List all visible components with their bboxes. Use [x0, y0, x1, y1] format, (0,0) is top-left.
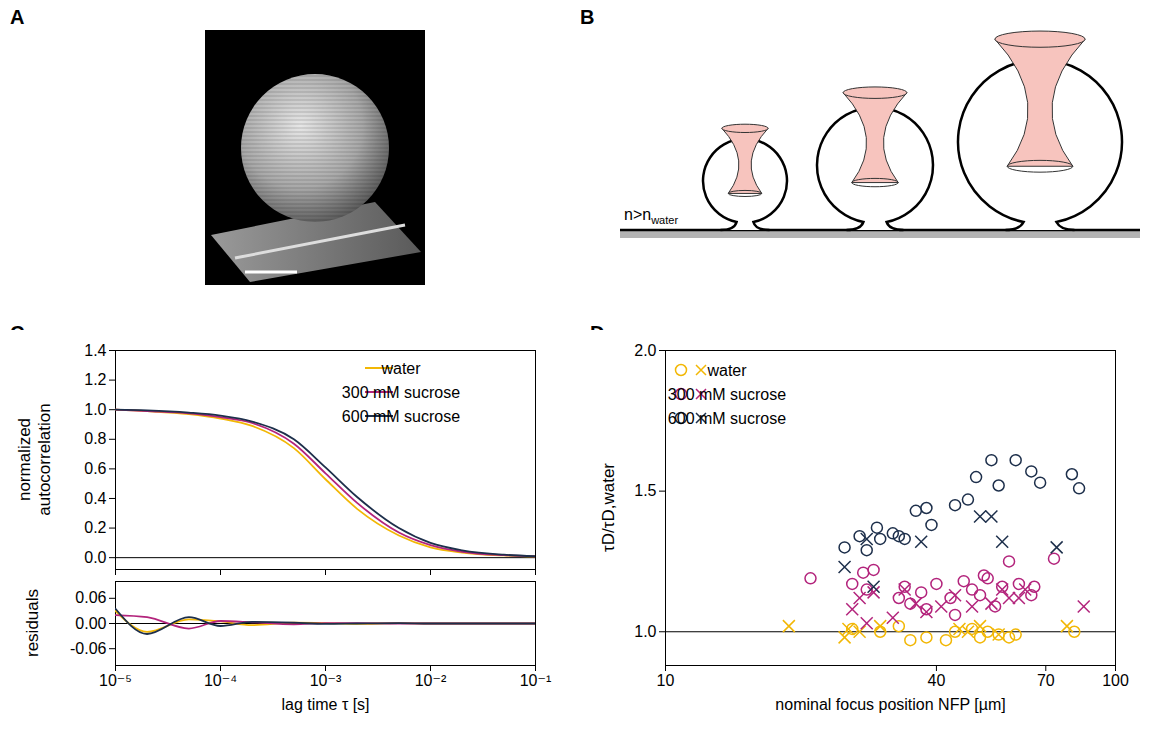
svg-text:0.6: 0.6	[84, 460, 106, 477]
svg-text:300 mM sucrose: 300 mM sucrose	[342, 384, 460, 401]
html-text:D: D	[590, 322, 605, 344]
html-text:A: A	[10, 6, 25, 28]
svg-text:1.4: 1.4	[84, 342, 106, 359]
svg-text:70: 70	[1037, 672, 1055, 689]
svg-text:10⁻³: 10⁻³	[310, 672, 342, 689]
svg-text:600 mM sucrose: 600 mM sucrose	[668, 410, 786, 427]
svg-text:10⁻⁴: 10⁻⁴	[204, 672, 237, 689]
svg-text:600 mM sucrose: 600 mM sucrose	[342, 408, 460, 425]
html-text:B: B	[580, 6, 595, 28]
svg-text:1.0: 1.0	[634, 623, 656, 640]
svg-text:0.2: 0.2	[84, 519, 106, 536]
svg-text:0.4: 0.4	[84, 490, 106, 507]
svg-text:n>nwater: n>nwater	[624, 206, 678, 226]
svg-text:1.5: 1.5	[634, 482, 656, 499]
svg-text:0.06: 0.06	[75, 589, 106, 606]
svg-text:water: water	[706, 362, 747, 379]
svg-text:1.2: 1.2	[84, 371, 106, 388]
svg-text:40: 40	[928, 672, 946, 689]
svg-text:τD/τD,water: τD/τD,water	[599, 463, 618, 552]
svg-text:0.0: 0.0	[84, 549, 106, 566]
svg-text:water: water	[380, 360, 421, 377]
svg-text:10: 10	[657, 672, 675, 689]
svg-text:lag time τ [s]: lag time τ [s]	[281, 696, 369, 713]
svg-text:1.0: 1.0	[84, 401, 106, 418]
svg-text:10⁻⁵: 10⁻⁵	[99, 672, 132, 689]
svg-text:residuals: residuals	[23, 589, 42, 657]
html-text:C: C	[10, 322, 25, 344]
svg-text:0.00: 0.00	[75, 615, 106, 632]
svg-text:autocorrelation: autocorrelation	[35, 403, 54, 515]
svg-text:2.0: 2.0	[634, 342, 656, 359]
svg-text:10⁻²: 10⁻²	[415, 672, 447, 689]
svg-text:nominal focus position NFP [µm: nominal focus position NFP [µm]	[775, 696, 1005, 713]
svg-text:100: 100	[1102, 672, 1129, 689]
svg-text:10⁻¹: 10⁻¹	[520, 672, 552, 689]
svg-text:-0.06: -0.06	[70, 640, 107, 657]
svg-text:normalized: normalized	[15, 418, 34, 501]
svg-text:300 mM sucrose: 300 mM sucrose	[668, 386, 786, 403]
svg-text:0.8: 0.8	[84, 430, 106, 447]
